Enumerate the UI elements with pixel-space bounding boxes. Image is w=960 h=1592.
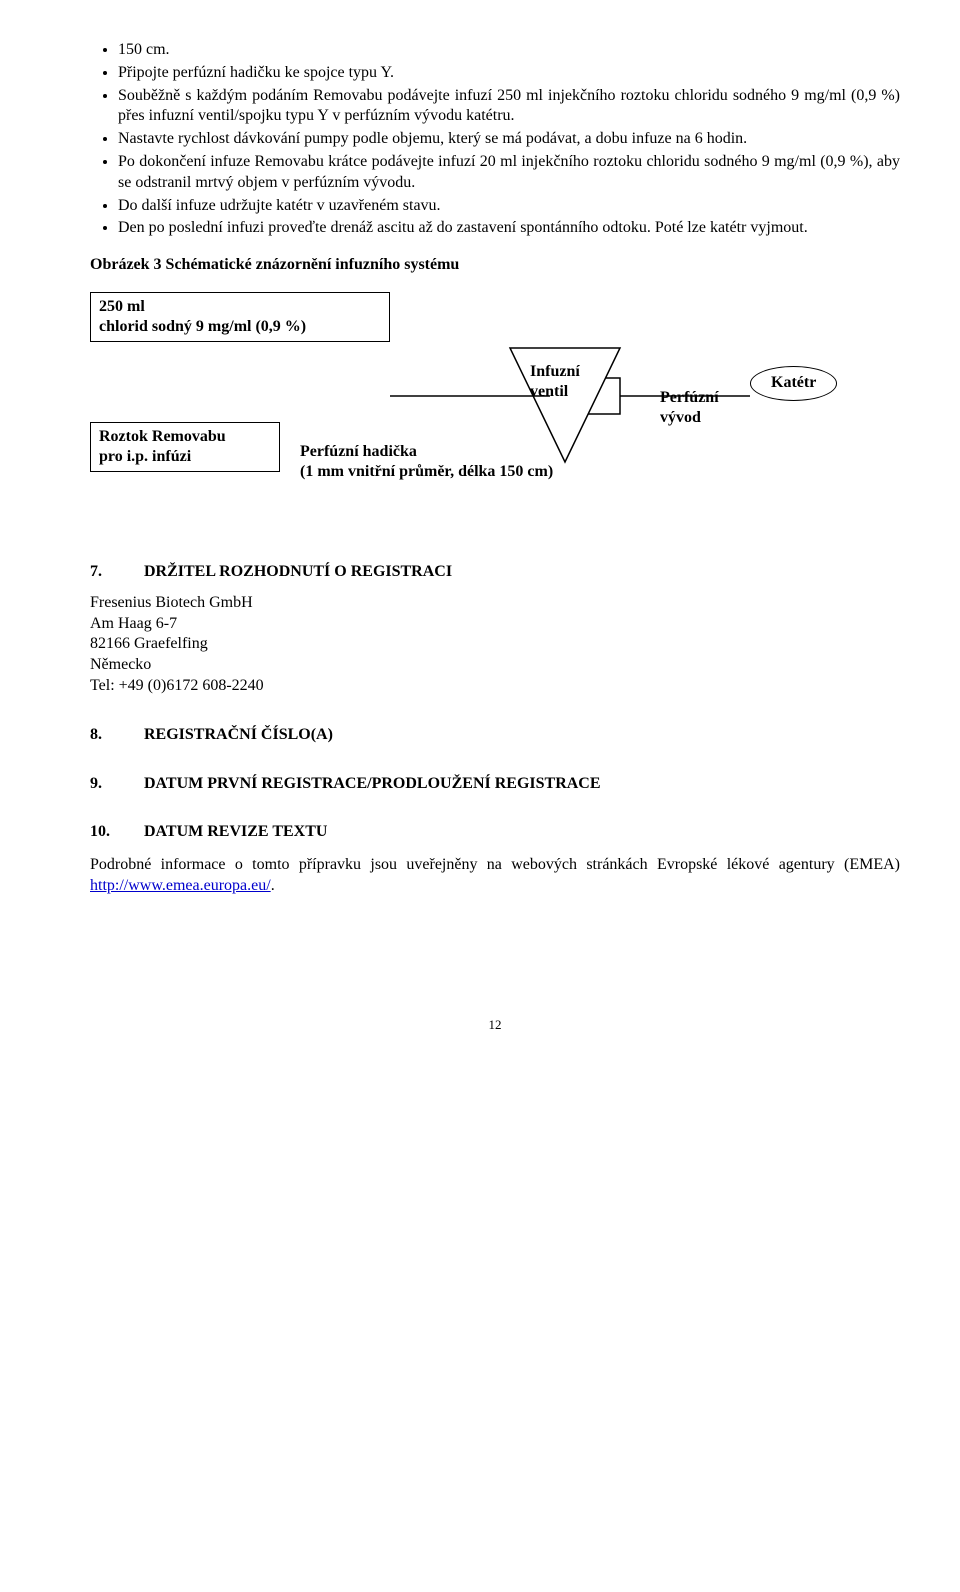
emea-link[interactable]: http://www.emea.europa.eu/ — [90, 877, 271, 894]
section-number: 8. — [90, 725, 140, 746]
diagram-label-tubing: Perfúzní hadička(1 mm vnitřní průměr, dé… — [300, 442, 620, 482]
infusion-diagram: 250 mlchlorid sodný 9 mg/ml (0,9 %) Rozt… — [90, 292, 890, 532]
closing-text-post: . — [271, 877, 275, 894]
diagram-box-removabu: Roztok Removabupro i.p. infúzi — [90, 422, 280, 472]
section-title: DRŽITEL ROZHODNUTÍ O REGISTRACI — [144, 563, 452, 580]
diagram-oval-catheter: Katétr — [750, 366, 837, 401]
closing-paragraph: Podrobné informace o tomto přípravku jso… — [90, 855, 900, 897]
closing-text-pre: Podrobné informace o tomto přípravku jso… — [90, 856, 900, 873]
holder-address: Fresenius Biotech GmbH Am Haag 6-7 82166… — [90, 593, 900, 697]
section-9-heading: 9. DATUM PRVNÍ REGISTRACE/PRODLOUŽENÍ RE… — [90, 774, 900, 795]
list-item: 150 cm. — [118, 40, 900, 61]
diagram-box-saline: 250 mlchlorid sodný 9 mg/ml (0,9 %) — [90, 292, 390, 342]
diagram-label-outlet: Perfúznívývod — [660, 388, 719, 428]
list-item: Po dokončení infuze Removabu krátce podá… — [118, 152, 900, 194]
page-number: 12 — [90, 1017, 900, 1034]
address-line: 82166 Graefelfing — [90, 634, 900, 655]
section-number: 7. — [90, 562, 140, 583]
section-title: DATUM PRVNÍ REGISTRACE/PRODLOUŽENÍ REGIS… — [144, 775, 601, 792]
section-7-heading: 7. DRŽITEL ROZHODNUTÍ O REGISTRACI — [90, 562, 900, 583]
list-item: Připojte perfúzní hadičku ke spojce typu… — [118, 63, 900, 84]
section-title: DATUM REVIZE TEXTU — [144, 823, 327, 840]
diagram-label-valve: Infuzníventil — [530, 362, 580, 402]
list-item: Do další infuze udržujte katétr v uzavře… — [118, 196, 900, 217]
address-line: Tel: +49 (0)6172 608-2240 — [90, 676, 900, 697]
section-number: 10. — [90, 822, 140, 843]
address-line: Am Haag 6-7 — [90, 614, 900, 635]
section-10-heading: 10. DATUM REVIZE TEXTU — [90, 822, 900, 843]
section-title: REGISTRAČNÍ ČÍSLO(A) — [144, 726, 333, 743]
section-number: 9. — [90, 774, 140, 795]
address-line: Německo — [90, 655, 900, 676]
list-item: Den po poslední infuzi proveďte drenáž a… — [118, 218, 900, 239]
bullet-list: 150 cm. Připojte perfúzní hadičku ke spo… — [90, 40, 900, 239]
figure-caption: Obrázek 3 Schématické znázornění infuzní… — [90, 255, 900, 276]
section-8-heading: 8. REGISTRAČNÍ ČÍSLO(A) — [90, 725, 900, 746]
list-item: Nastavte rychlost dávkování pumpy podle … — [118, 129, 900, 150]
address-line: Fresenius Biotech GmbH — [90, 593, 900, 614]
list-item: Souběžně s každým podáním Removabu podáv… — [118, 86, 900, 128]
